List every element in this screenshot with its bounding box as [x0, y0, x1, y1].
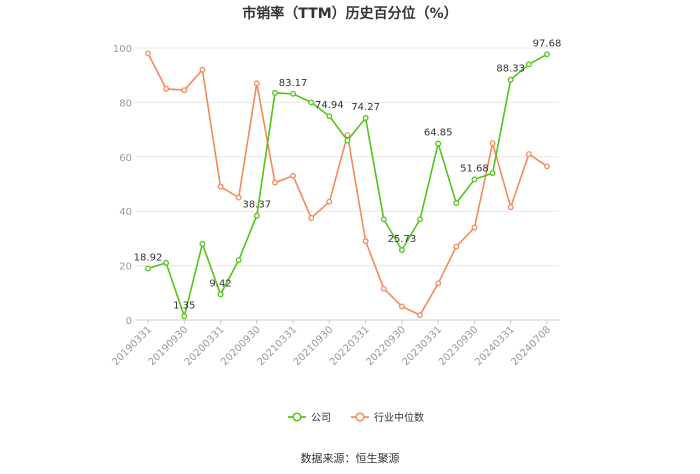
- data-labels: 18.92 1.35 9.42 38.37 83.17 74.94 74.27 25.73 64…: [134, 38, 562, 311]
- data-point[interactable]: [471, 176, 478, 183]
- data-point[interactable]: [217, 183, 224, 190]
- data-point[interactable]: [253, 80, 260, 87]
- x-tick-label: 20240708: [509, 324, 553, 368]
- x-axis-ticks: 2019033120190930202003312020093020210331…: [110, 320, 553, 368]
- data-point[interactable]: [235, 194, 242, 201]
- data-point[interactable]: [163, 85, 170, 92]
- y-tick-label: 20: [119, 262, 132, 273]
- legend[interactable]: 公司 行业中位数: [288, 411, 424, 424]
- series-group: [145, 50, 550, 320]
- data-point[interactable]: [326, 198, 333, 205]
- y-tick-label: 100: [113, 44, 132, 55]
- data-point[interactable]: [181, 313, 188, 320]
- data-label: 74.27: [351, 102, 380, 113]
- data-point[interactable]: [362, 238, 369, 245]
- data-point[interactable]: [471, 224, 478, 231]
- data-point[interactable]: [507, 204, 514, 211]
- data-point[interactable]: [272, 179, 278, 186]
- data-point[interactable]: [380, 216, 387, 223]
- data-point[interactable]: [417, 312, 423, 319]
- data-label: 38.37: [242, 200, 271, 211]
- y-tick-label: 0: [126, 316, 132, 327]
- data-point[interactable]: [380, 285, 387, 292]
- data-label: 64.85: [424, 128, 453, 139]
- data-point[interactable]: [290, 90, 297, 97]
- data-point[interactable]: [525, 61, 532, 68]
- data-point[interactable]: [453, 200, 460, 206]
- data-point[interactable]: [435, 280, 442, 287]
- series-line: [147, 53, 548, 316]
- data-point[interactable]: [253, 212, 260, 219]
- data-point[interactable]: [181, 87, 188, 94]
- y-tick-label: 40: [119, 207, 132, 218]
- data-point[interactable]: [344, 137, 351, 144]
- y-tick-label: 60: [119, 153, 132, 164]
- data-label: 18.92: [134, 253, 163, 264]
- y-axis-ticks: 0 20 40 60 80 100: [113, 44, 132, 327]
- data-point[interactable]: [435, 140, 442, 147]
- data-point[interactable]: [163, 259, 170, 266]
- data-label: 51.68: [460, 163, 489, 174]
- data-label: 74.94: [315, 100, 344, 111]
- data-point[interactable]: [489, 140, 496, 147]
- data-point[interactable]: [525, 151, 532, 158]
- data-point[interactable]: [272, 89, 278, 96]
- data-point[interactable]: [544, 163, 550, 170]
- data-point[interactable]: [308, 99, 315, 106]
- data-label: 1.35: [173, 300, 195, 311]
- data-point[interactable]: [290, 172, 297, 179]
- data-point[interactable]: [145, 265, 151, 272]
- series-company: [145, 51, 550, 320]
- legend-swatch-marker: [355, 412, 365, 422]
- data-label: 9.42: [209, 278, 231, 289]
- data-label: 25.73: [388, 234, 417, 245]
- data-source: 数据来源：恒生聚源: [301, 451, 400, 465]
- data-point[interactable]: [398, 303, 405, 310]
- data-point[interactable]: [326, 113, 333, 120]
- data-point[interactable]: [199, 240, 206, 247]
- data-point[interactable]: [398, 247, 405, 253]
- data-point[interactable]: [217, 291, 224, 298]
- data-point[interactable]: [362, 115, 369, 121]
- chart-title: 市销率（TTM）历史百分位（%）: [242, 5, 457, 22]
- data-label: 83.17: [279, 78, 308, 89]
- data-point[interactable]: [417, 216, 423, 223]
- legend-label: 公司: [311, 413, 331, 424]
- data-point[interactable]: [308, 215, 315, 221]
- data-label: 88.33: [496, 64, 525, 75]
- data-point[interactable]: [235, 257, 242, 264]
- data-point[interactable]: [453, 243, 460, 250]
- data-point[interactable]: [544, 51, 550, 58]
- y-tick-label: 80: [119, 98, 132, 109]
- legend-item-company[interactable]: 公司: [288, 412, 331, 424]
- data-point[interactable]: [145, 50, 151, 57]
- series-industry-median: [145, 50, 550, 319]
- grid-lines: [136, 47, 559, 267]
- data-point[interactable]: [344, 132, 351, 138]
- data-point[interactable]: [489, 170, 496, 177]
- legend-item-industry-median[interactable]: 行业中位数: [351, 411, 424, 424]
- legend-swatch-marker: [292, 412, 302, 422]
- data-label: 97.68: [533, 38, 562, 49]
- series-line: [147, 53, 548, 318]
- legend-label: 行业中位数: [374, 411, 424, 424]
- data-point[interactable]: [199, 66, 206, 73]
- data-point[interactable]: [507, 76, 514, 83]
